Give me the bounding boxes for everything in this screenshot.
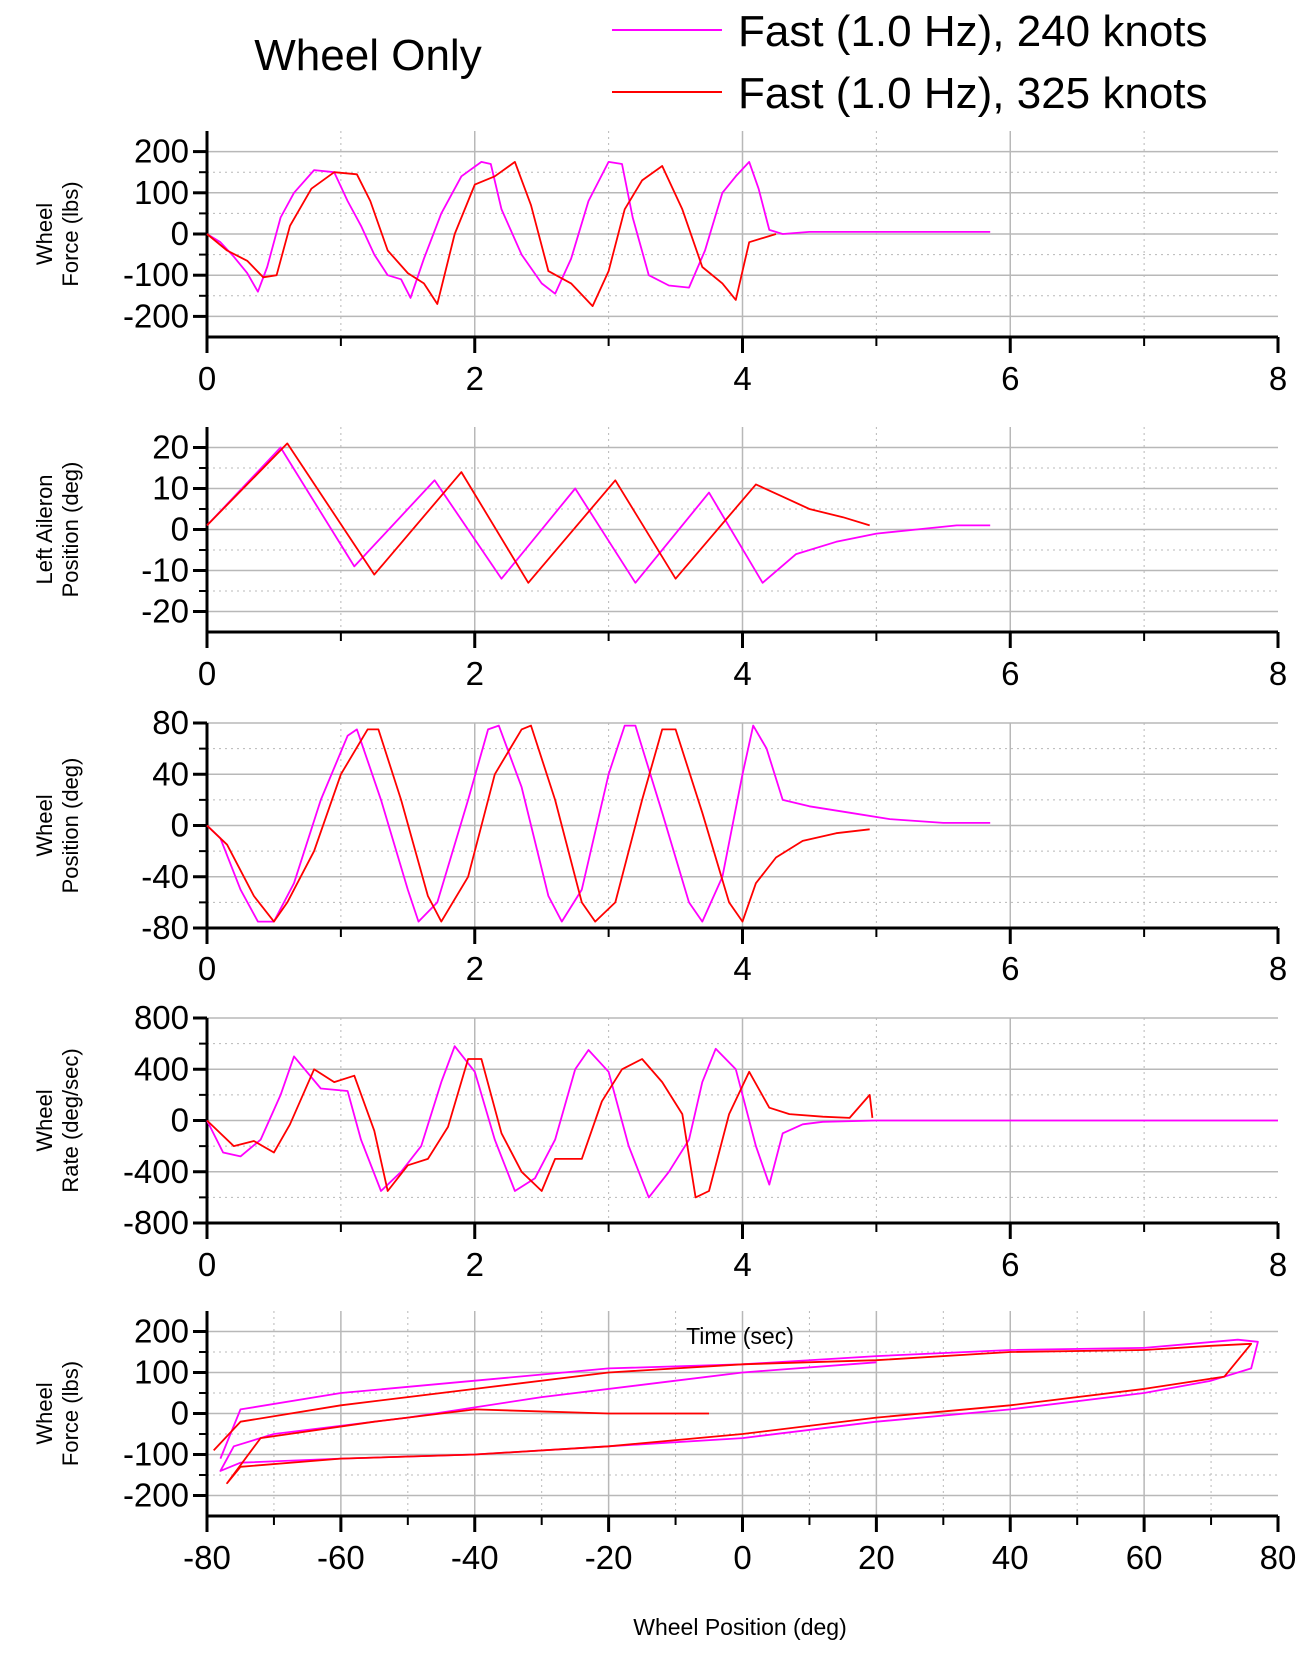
x-tick-label: 40 [992,1539,1029,1576]
y-axis-label: WheelPosition (deg) [32,758,83,894]
x-tick-label: 6 [1001,360,1019,397]
series-line-325-knots [206,160,777,308]
series-line-240-knots [206,724,991,923]
x-tick-label: 8 [1269,655,1287,692]
y-tick-label: -200 [123,297,189,334]
y-tick-label: 0 [171,511,189,548]
y-tick-label: 400 [134,1050,189,1087]
y-tick-label: 0 [171,1395,189,1432]
y-axis-label-line: Wheel [32,1089,57,1151]
x-tick-label: 0 [198,1246,216,1283]
y-tick-label: -800 [123,1204,189,1241]
y-axis-label: WheelForce (lbs) [32,1361,83,1466]
series-line-240-knots [206,160,991,299]
x-tick-label: 6 [1001,1246,1019,1283]
x-tick-label: -20 [585,1539,633,1576]
x-tick-label: 4 [733,1246,751,1283]
y-tick-label: 100 [134,1354,189,1391]
y-tick-label: 80 [152,704,189,741]
x-tick-label: 6 [1001,655,1019,692]
y-tick-label: -100 [123,256,189,293]
x-tick-label: 2 [466,950,484,987]
x-tick-label: -80 [183,1539,231,1576]
y-axis-label: WheelForce (lbs) [32,181,83,286]
x-tick-label: 4 [733,360,751,397]
x-tick-label: 6 [1001,950,1019,987]
legend-label-325: Fast (1.0 Hz), 325 knots [738,69,1208,118]
x-tick-label: 8 [1269,1246,1287,1283]
y-axis-label-line: Left Aileron [32,474,57,584]
y-tick-label: -80 [141,909,189,946]
series-line-240-knots [206,446,991,584]
y-tick-label: 0 [171,215,189,252]
y-tick-label: 40 [152,755,189,792]
y-tick-label: 20 [152,429,189,466]
y-axis-label-line: Force (lbs) [58,1361,83,1466]
series-line-240-knots [219,1338,1259,1472]
x-tick-label: 4 [733,950,751,987]
y-axis-label-line: Position (deg) [58,758,83,894]
y-axis-label-line: Rate (deg/sec) [58,1048,83,1192]
y-tick-label: 200 [134,133,189,170]
x-tick-label: -40 [451,1539,499,1576]
x-tick-label: 8 [1269,360,1287,397]
x-tick-label: 0 [198,360,216,397]
legend: Fast (1.0 Hz), 240 knots Fast (1.0 Hz), … [612,7,1208,118]
y-tick-label: 100 [134,174,189,211]
y-axis-label: Left AileronPosition (deg) [32,462,83,598]
y-tick-label: -200 [123,1477,189,1514]
x-tick-label: 0 [198,655,216,692]
series-line-325-knots [213,1342,1253,1485]
y-axis-label-line: Wheel [32,1382,57,1444]
x-tick-label: 4 [733,655,751,692]
series-line-240-knots [206,1045,1278,1199]
y-axis-label-line: Wheel [32,203,57,265]
x-tick-label: 2 [466,1246,484,1283]
y-tick-label: -400 [123,1153,189,1190]
y-tick-label: -40 [141,858,189,895]
time-axis-label: Time (sec) [686,1323,794,1349]
series-line-325-knots [206,724,870,923]
x-tick-label: 20 [858,1539,895,1576]
x-tick-label: 0 [733,1539,751,1576]
x-tick-label: 0 [198,950,216,987]
x-tick-label: 2 [466,655,484,692]
y-axis-label-line: Force (lbs) [58,181,83,286]
y-tick-label: 0 [171,1102,189,1139]
chart-title: Wheel Only [254,31,481,80]
x-tick-label: 2 [466,360,484,397]
x-tick-label: 80 [1260,1539,1297,1576]
wheel-position-axis-label: Wheel Position (deg) [633,1614,847,1640]
x-tick-label: 8 [1269,950,1287,987]
y-tick-label: 800 [134,999,189,1036]
y-tick-label: -10 [141,552,189,589]
series-line-325-knots [206,442,870,584]
series-line-325-knots [206,1058,874,1199]
y-axis-label-line: Wheel [32,794,57,856]
y-tick-label: -100 [123,1436,189,1473]
x-tick-label: 60 [1126,1539,1163,1576]
y-tick-label: 10 [152,470,189,507]
y-tick-label: 200 [134,1313,189,1350]
y-tick-label: 0 [171,807,189,844]
y-axis-label: WheelRate (deg/sec) [32,1048,83,1192]
x-tick-label: -60 [317,1539,365,1576]
y-axis-label-line: Position (deg) [58,462,83,598]
legend-label-240: Fast (1.0 Hz), 240 knots [738,7,1208,56]
y-tick-label: -20 [141,593,189,630]
